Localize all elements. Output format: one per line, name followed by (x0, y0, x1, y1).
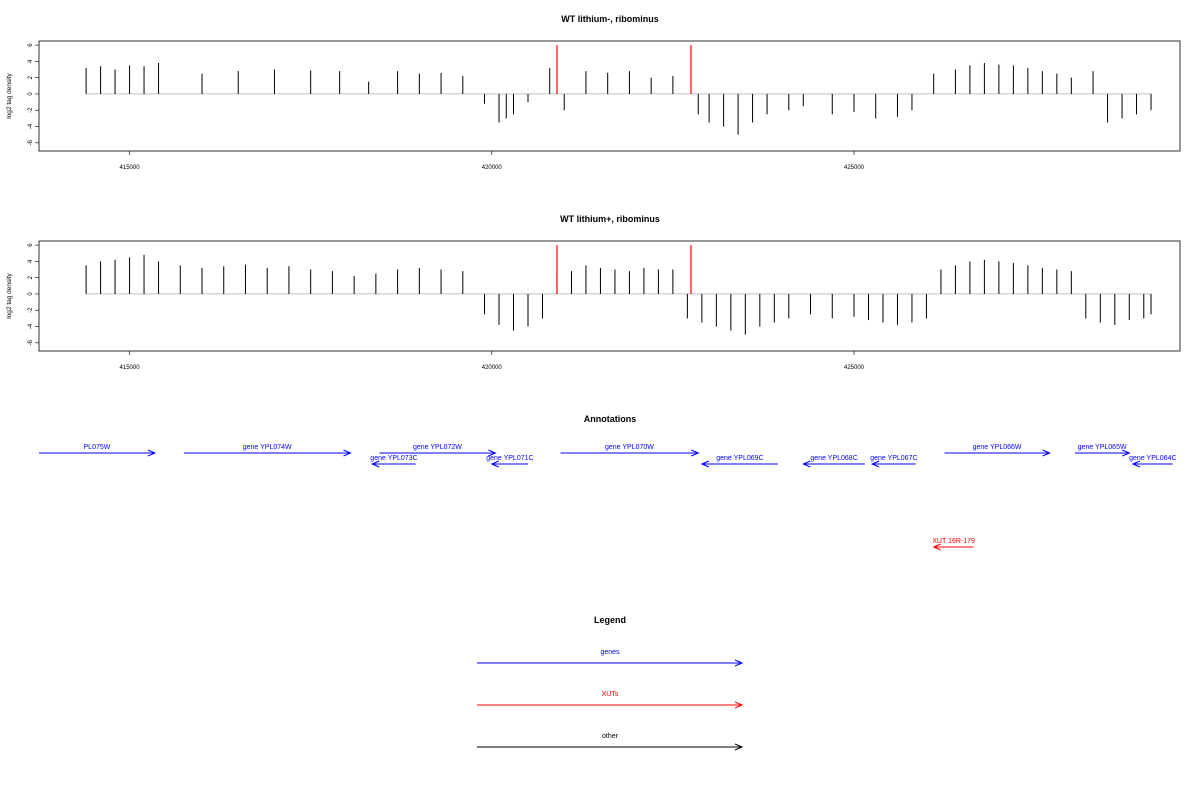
gene-label: gene YPL071C (486, 455, 533, 462)
gene-label: gene YPL069C (716, 455, 763, 462)
annotations-track: Annotations PL075W gene YPL074W gene YPL07… (39, 414, 1177, 551)
annotations-title: Annotations (584, 414, 637, 424)
gene-arrow: gene YPL073C (370, 455, 418, 468)
gene-label: gene YPL074W (243, 444, 292, 451)
x-tick-label: 425000 (844, 165, 865, 171)
y-tick-label: -6 (28, 140, 34, 146)
x-tick-label: 415000 (120, 165, 141, 171)
gene-label: gene YPL064C (1129, 455, 1176, 462)
y-tick-label: -4 (28, 323, 34, 329)
gene-label: gene YPL070W (605, 444, 654, 451)
y-tick-label: 2 (28, 75, 34, 79)
gene-arrow: gene YPL068C (802, 455, 865, 468)
panel1-frame (38, 40, 1181, 152)
legend-item: other (477, 733, 744, 751)
legend: Legend genes XUTs other (477, 615, 744, 751)
gene-label: PL075W (84, 444, 111, 451)
gene-label: gene YPL072W (413, 444, 462, 451)
legend-item: genes (477, 649, 744, 667)
gene-label: XUT 16R-179 (932, 538, 975, 545)
panel2-frame (38, 240, 1181, 352)
gene-arrow: gene YPL064C (1129, 455, 1177, 468)
gene-arrow: gene YPL069C (700, 455, 778, 468)
y-tick-label: 0 (28, 92, 34, 96)
x-tick-label: 420000 (482, 165, 503, 171)
y-tick-label: -2 (28, 307, 34, 313)
gene-label: gene YPL066W (973, 444, 1022, 451)
panel2-ylabel: log2 tag density (6, 272, 13, 318)
y-tick-label: -6 (28, 340, 34, 346)
panel1-ylabel: log2 tag density (6, 72, 13, 118)
legend-item: XUTs (477, 691, 744, 709)
legend-label: genes (600, 649, 620, 656)
gene-label: gene YPL073C (370, 455, 417, 462)
y-tick-label: 6 (28, 243, 34, 247)
y-tick-label: 4 (28, 259, 34, 263)
y-tick-label: 6 (28, 43, 34, 47)
legend-title: Legend (594, 615, 626, 625)
legend-label: XUTs (602, 691, 619, 698)
x-tick-label: 420000 (482, 365, 503, 371)
x-tick-label: 425000 (844, 365, 865, 371)
panel2-title: WT lithium+, ribominus (560, 214, 660, 224)
y-tick-label: 0 (28, 292, 34, 296)
panel-lithium-plus: WT lithium+, ribominus log2 tag density … (6, 214, 1181, 371)
y-tick-label: 4 (28, 59, 34, 63)
panel1-title: WT lithium-, ribominus (561, 14, 659, 24)
gene-arrow: gene YPL071C (486, 455, 534, 468)
y-tick-label: 2 (28, 275, 34, 279)
gene-arrow: gene YPL065W (1074, 444, 1131, 457)
x-tick-label: 415000 (120, 365, 141, 371)
gene-arrow: gene YPL067C (870, 455, 918, 468)
y-tick-label: -2 (28, 107, 34, 113)
gene-arrow: PL075W (39, 444, 157, 457)
gene-arrow: gene YPL070W (560, 444, 700, 457)
gene-label: gene YPL067C (870, 455, 917, 462)
panel-lithium-minus: WT lithium-, ribominus log2 tag density … (6, 14, 1181, 171)
legend-label: other (602, 733, 619, 740)
gene-arrow: gene YPL072W (379, 444, 497, 457)
gene-label: gene YPL065W (1078, 444, 1127, 451)
gene-arrow: XUT 16R-179 (932, 538, 975, 551)
gene-label: gene YPL068C (810, 455, 857, 462)
gene-arrow: gene YPL074W (183, 444, 352, 457)
y-tick-label: -4 (28, 123, 34, 129)
gene-arrow: gene YPL066W (944, 444, 1051, 457)
